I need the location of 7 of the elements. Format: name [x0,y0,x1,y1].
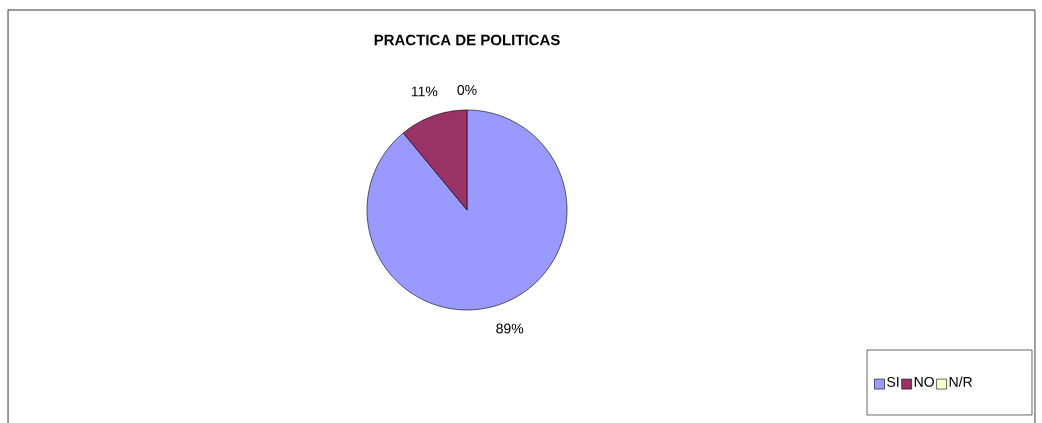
legend-label: NO [914,376,934,387]
data-label: 89% [496,323,524,334]
data-label: 11% [411,86,438,97]
chart-title: PRACTICA DE POLITICAS [374,34,560,46]
legend-label: N/R [949,376,973,387]
text: 0% [457,85,477,95]
legend-label: SI [887,376,899,387]
